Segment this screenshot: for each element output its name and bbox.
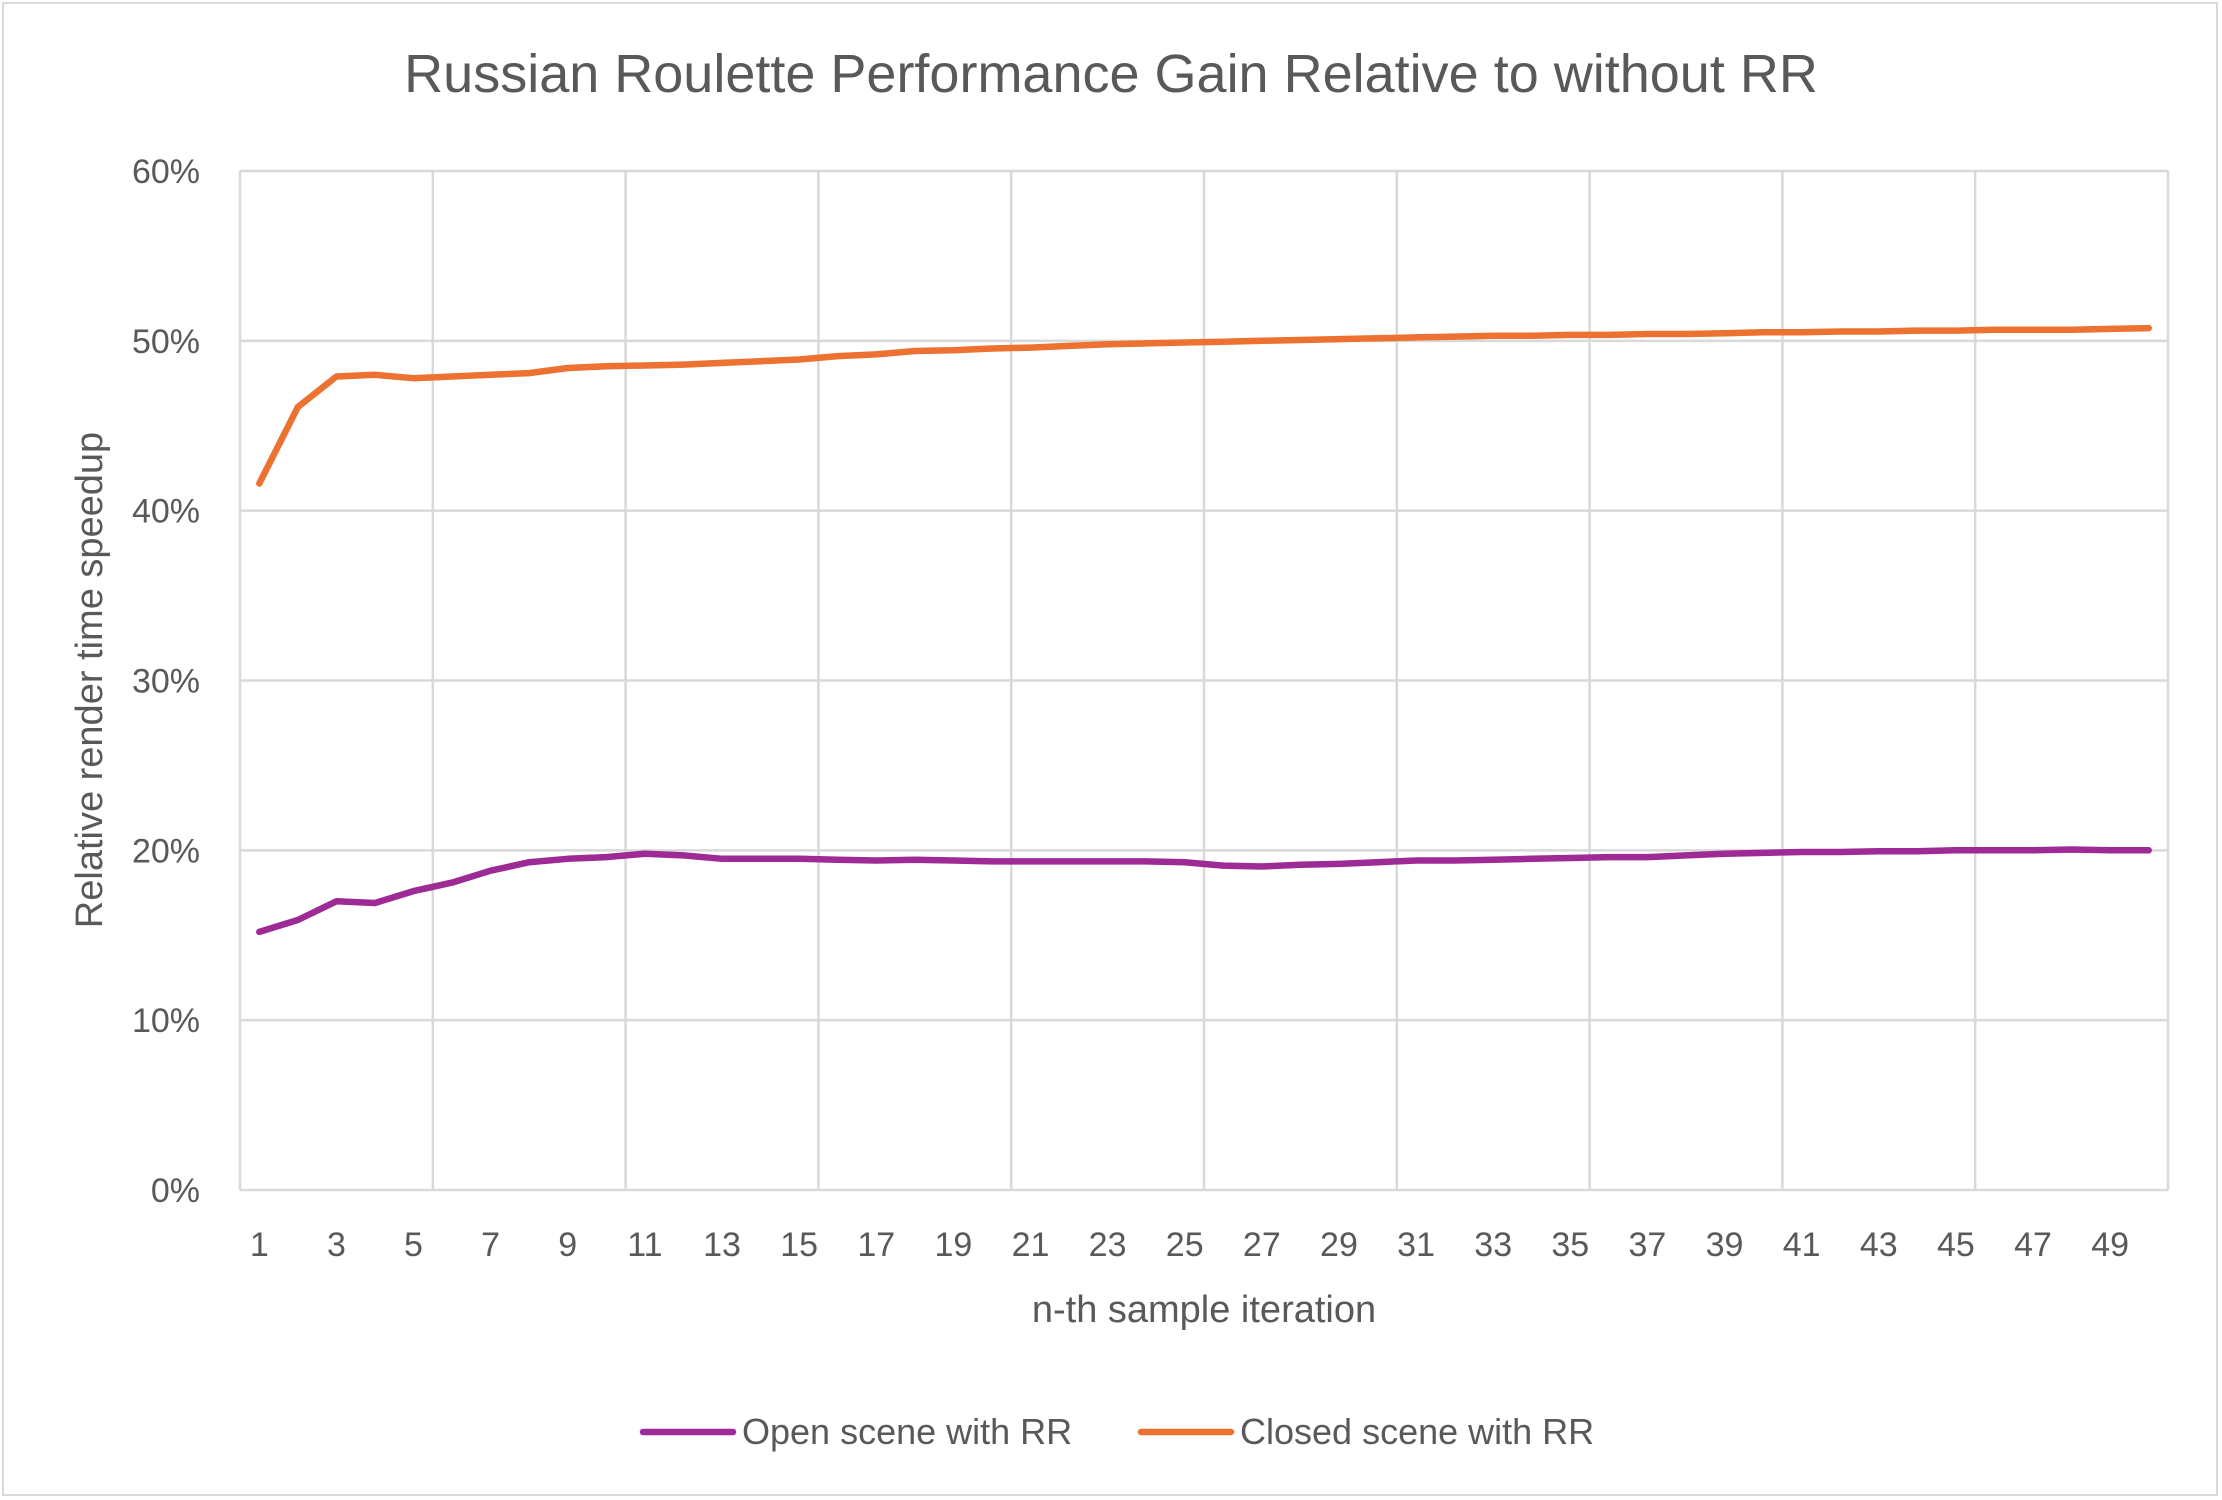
- legend-item: Closed scene with RR: [1137, 1411, 1594, 1452]
- y-tick-label: 50%: [132, 323, 200, 361]
- x-tick-label: 41: [1783, 1226, 1821, 1264]
- legend-label: Closed scene with RR: [1240, 1411, 1594, 1452]
- x-axis-title: n-th sample iteration: [1032, 1289, 1376, 1331]
- x-tick-label: 5: [404, 1226, 423, 1264]
- legend-label: Open scene with RR: [742, 1411, 1072, 1452]
- x-tick-label: 29: [1320, 1226, 1358, 1264]
- x-tick-label: 9: [558, 1226, 577, 1264]
- x-tick-label: 39: [1706, 1226, 1744, 1264]
- x-tick-label: 31: [1397, 1226, 1435, 1264]
- y-tick-label: 30%: [132, 663, 200, 701]
- y-tick-label: 60%: [132, 153, 200, 191]
- y-axis-title: Relative render time speedup: [69, 432, 111, 928]
- x-tick-label: 11: [627, 1226, 662, 1264]
- x-tick-label: 43: [1860, 1226, 1898, 1264]
- x-tick-label: 21: [1012, 1226, 1050, 1264]
- x-tick-label: 47: [2014, 1226, 2052, 1264]
- y-tick-label: 0%: [151, 1172, 200, 1210]
- x-tick-label: 1: [250, 1226, 269, 1264]
- x-tick-label: 23: [1089, 1226, 1127, 1264]
- x-tick-label: 3: [327, 1226, 346, 1264]
- x-tick-label: 25: [1166, 1226, 1204, 1264]
- x-axis-ticks: 1 3 5 7 9 11 13 15 17 19 21 23 25 27 29 31 33 35 37 39 41 43 4…: [250, 1226, 2129, 1264]
- x-tick-label: 19: [934, 1226, 972, 1264]
- x-tick-label: 7: [481, 1226, 500, 1264]
- chart-title: Russian Roulette Performance Gain Relati…: [404, 44, 1818, 104]
- series-line-closed-scene: [256, 324, 2152, 487]
- y-tick-label: 20%: [132, 832, 200, 870]
- legend: Open scene with RR Closed scene with RR: [639, 1411, 1594, 1452]
- legend-item: Open scene with RR: [639, 1411, 1072, 1452]
- y-tick-label: 10%: [132, 1002, 200, 1040]
- series-line-open-scene: [256, 846, 2152, 936]
- y-tick-label: 40%: [132, 493, 200, 531]
- y-axis-ticks: 0% 10% 20% 30% 40% 50% 60%: [132, 153, 200, 1210]
- series-lines: [256, 324, 2152, 936]
- gridlines: [238, 169, 2170, 1192]
- x-tick-label: 17: [857, 1226, 895, 1264]
- x-tick-label: 45: [1937, 1226, 1975, 1264]
- x-tick-label: 35: [1551, 1226, 1589, 1264]
- x-tick-label: 27: [1243, 1226, 1281, 1264]
- x-tick-label: 33: [1474, 1226, 1512, 1264]
- x-tick-label: 15: [780, 1226, 818, 1264]
- x-tick-label: 13: [703, 1226, 741, 1264]
- x-tick-label: 37: [1629, 1226, 1667, 1264]
- x-tick-label: 49: [2091, 1226, 2129, 1264]
